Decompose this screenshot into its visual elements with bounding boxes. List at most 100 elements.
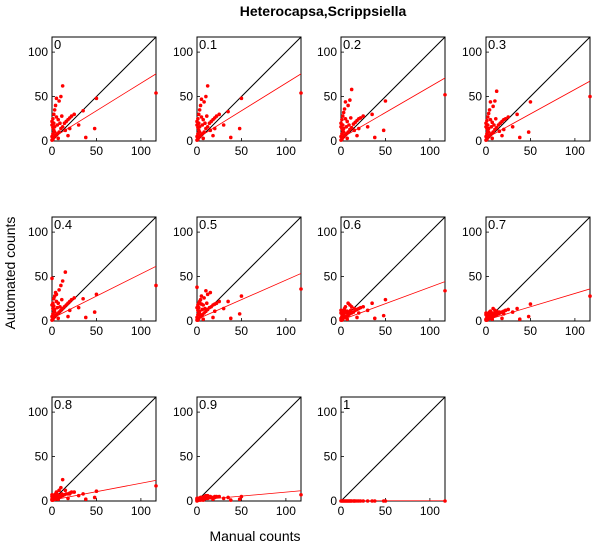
- data-point: [228, 316, 233, 321]
- y-tick-label: 0: [330, 494, 337, 508]
- data-point: [214, 494, 219, 499]
- y-tick-label: 0: [41, 314, 48, 328]
- data-point: [211, 133, 215, 138]
- data-point: [204, 301, 209, 306]
- data-point: [154, 484, 158, 488]
- data-point: [365, 308, 370, 313]
- data-point: [490, 120, 495, 125]
- y-tick-label: 0: [330, 314, 337, 328]
- x-tick-label: 100: [420, 144, 440, 158]
- data-point: [57, 288, 61, 292]
- data-point: [345, 317, 350, 322]
- data-point: [343, 309, 348, 314]
- data-point: [358, 116, 363, 120]
- data-point: [205, 292, 210, 297]
- data-point: [212, 126, 217, 131]
- data-point: [50, 318, 54, 322]
- data-point: [50, 138, 54, 142]
- data-point: [94, 292, 99, 297]
- data-point: [201, 317, 206, 322]
- y-tick-label: 0: [475, 134, 482, 148]
- data-point: [217, 112, 222, 117]
- data-point: [54, 115, 59, 119]
- data-point: [54, 299, 59, 304]
- data-point: [59, 492, 64, 496]
- x-tick-label: 50: [90, 324, 104, 338]
- data-point: [344, 499, 349, 503]
- data-point: [208, 290, 213, 295]
- data-point: [83, 315, 88, 320]
- y-tick-label: 0: [41, 494, 48, 508]
- data-point: [352, 128, 357, 133]
- data-point: [497, 129, 502, 134]
- data-point: [202, 100, 206, 104]
- data-point: [81, 492, 85, 496]
- y-tick-label: 50: [180, 450, 194, 464]
- data-point: [517, 317, 522, 322]
- y-tick-label: 50: [324, 270, 338, 284]
- y-tick-label: 50: [35, 450, 49, 464]
- data-point: [198, 103, 203, 108]
- y-tick-label: 100: [173, 405, 193, 419]
- data-point: [237, 312, 242, 316]
- data-point: [56, 316, 61, 321]
- data-point: [76, 123, 81, 127]
- subplot-0.1: 0 50 100 0 50 100 0.1: [173, 36, 303, 158]
- subplot-0.4: 0 50 100 0 50 100 0.4: [28, 216, 158, 338]
- data-point: [299, 91, 303, 95]
- data-point: [60, 124, 65, 129]
- data-point: [348, 308, 353, 313]
- x-tick-label: 100: [420, 324, 440, 338]
- data-point: [52, 124, 57, 129]
- data-point: [488, 117, 493, 122]
- y-tick-label: 50: [180, 270, 194, 284]
- data-point: [339, 499, 343, 503]
- data-point: [60, 279, 65, 283]
- data-point: [356, 311, 361, 315]
- data-point: [221, 496, 226, 501]
- data-point: [349, 87, 354, 92]
- data-point: [515, 306, 519, 311]
- subplot-label: 0.4: [54, 217, 72, 232]
- data-point: [199, 97, 204, 102]
- data-point: [486, 126, 491, 131]
- data-point: [57, 488, 61, 493]
- data-point: [485, 123, 490, 127]
- x-tick-label: 50: [524, 144, 538, 158]
- data-point: [485, 312, 490, 317]
- subplot-0.2: 0 50 100 0 50 100 0.2: [317, 36, 447, 158]
- data-point: [201, 136, 206, 141]
- y-tick-label: 0: [186, 494, 193, 508]
- y-axis-label: Automated counts: [2, 217, 18, 330]
- subplot-label: 0.1: [199, 37, 217, 52]
- data-point: [343, 116, 348, 121]
- y-tick-label: 50: [324, 90, 338, 104]
- data-point: [339, 318, 343, 322]
- data-point: [488, 311, 493, 315]
- subplot-label: 0.3: [488, 37, 506, 52]
- figure-title: Heterocapsa,Scrippsiella: [240, 3, 407, 19]
- data-point: [383, 99, 388, 103]
- data-point: [67, 308, 72, 313]
- x-tick-label: 0: [49, 324, 56, 338]
- data-point: [211, 315, 215, 320]
- data-point: [443, 499, 447, 503]
- data-point: [212, 309, 217, 314]
- data-point: [355, 315, 359, 320]
- data-point: [500, 316, 504, 321]
- data-point: [443, 92, 447, 97]
- x-tick-label: 50: [379, 144, 393, 158]
- data-point: [55, 123, 60, 127]
- data-point: [494, 89, 499, 94]
- data-point: [200, 123, 205, 127]
- data-point: [204, 495, 209, 500]
- x-tick-label: 100: [276, 144, 296, 158]
- data-point: [83, 135, 88, 140]
- data-point: [493, 116, 498, 121]
- subplot-label: 0.6: [343, 217, 361, 232]
- x-tick-label: 50: [90, 144, 104, 158]
- data-point: [372, 499, 377, 503]
- x-tick-label: 0: [49, 144, 56, 158]
- data-point: [361, 114, 366, 118]
